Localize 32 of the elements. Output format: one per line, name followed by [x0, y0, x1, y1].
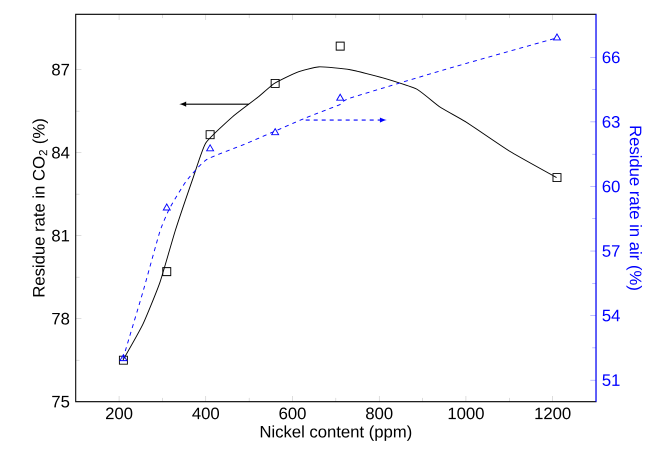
- x-axis-title: Nickel content (ppm): [260, 425, 412, 441]
- y-tick-label: 84: [52, 146, 70, 159]
- x-tick-label: 1200: [535, 408, 571, 420]
- y2-tick-label: 51: [602, 374, 620, 386]
- y-tick-label: 75: [52, 396, 70, 408]
- point: [336, 42, 345, 51]
- y-tick-label: 81: [52, 230, 70, 242]
- y-axis-title: Residue rate in CO$_{2}$ (%): [32, 119, 48, 296]
- point: [206, 144, 214, 152]
- y2-tick-label: 66: [602, 51, 620, 64]
- x-tick-label: 1000: [448, 408, 484, 420]
- point: [206, 130, 215, 140]
- y-tick-label: 78: [52, 312, 70, 325]
- y2-axis-title: Residue rate in air (%): [626, 126, 642, 290]
- point: [162, 204, 171, 210]
- x-tick-label: 800: [366, 408, 392, 420]
- y-tick-label: 87: [52, 64, 70, 76]
- point: [119, 354, 128, 362]
- point: [271, 128, 280, 136]
- point: [552, 173, 562, 182]
- y2-tick-label: 63: [602, 116, 620, 128]
- point: [118, 356, 128, 365]
- x-tick-label: 600: [279, 408, 306, 420]
- y2-tick-label: 54: [602, 310, 620, 322]
- point: [270, 78, 280, 88]
- point: [162, 267, 172, 276]
- x-tick-label: 400: [192, 408, 220, 420]
- y2-tick-label: 60: [602, 180, 620, 192]
- y2-tick-label: 57: [602, 245, 620, 257]
- point: [553, 33, 561, 40]
- x-tick-label: 200: [106, 408, 132, 420]
- point: [336, 94, 344, 101]
